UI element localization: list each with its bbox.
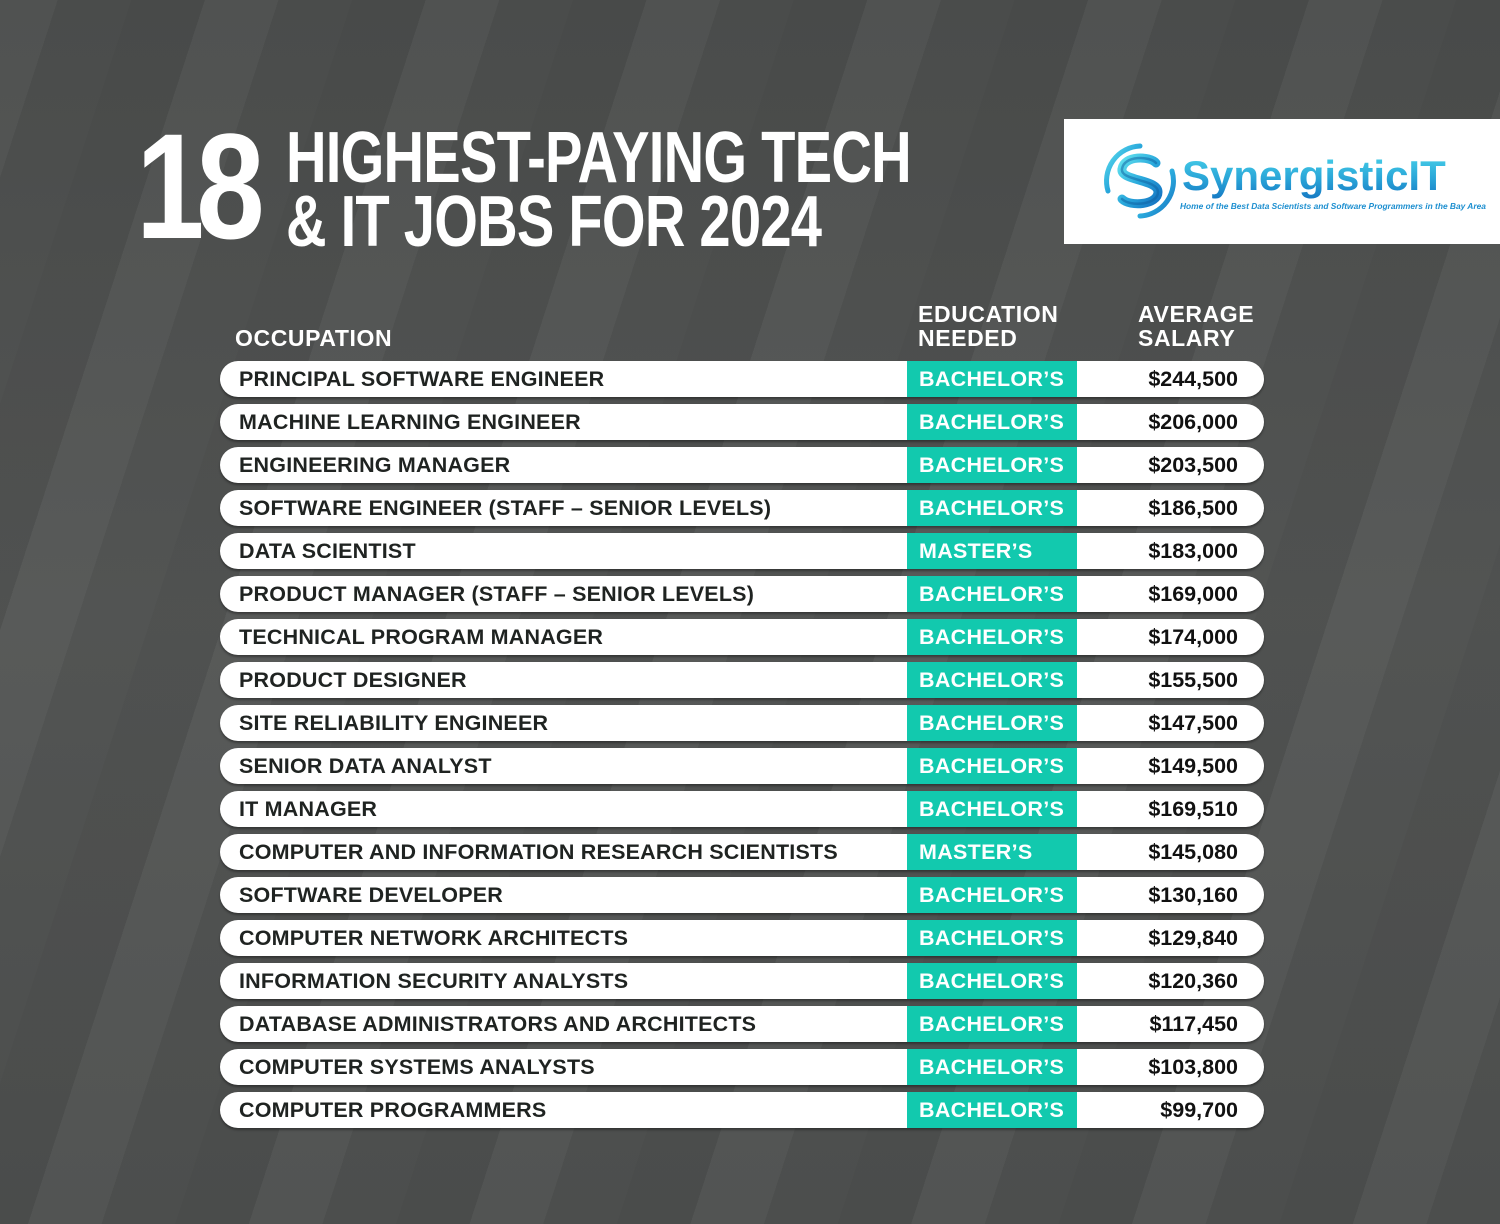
- education-cell: BACHELOR’S: [907, 705, 1077, 741]
- header-salary: AVERAGE SALARY: [1138, 302, 1254, 350]
- salary-cell: $186,500: [1148, 496, 1238, 520]
- header-salary-line2: SALARY: [1138, 325, 1236, 351]
- education-cell: BACHELOR’S: [907, 748, 1077, 784]
- header-education-line1: EDUCATION: [918, 301, 1059, 327]
- salary-cell: $174,000: [1148, 625, 1238, 649]
- salary-cell: $130,160: [1148, 883, 1238, 907]
- occupation-cell: DATABASE ADMINISTRATORS AND ARCHITECTS: [239, 1012, 757, 1036]
- education-cell: BACHELOR’S: [907, 404, 1077, 440]
- table-row: PRINCIPAL SOFTWARE ENGINEER BACHELOR’S $…: [220, 361, 1264, 397]
- occupation-cell: MACHINE LEARNING ENGINEER: [239, 410, 581, 434]
- occupation-cell: SITE RELIABILITY ENGINEER: [239, 711, 549, 735]
- occupation-cell: SENIOR DATA ANALYST: [239, 754, 492, 778]
- salary-cell: $155,500: [1148, 668, 1238, 692]
- occupation-cell: PRINCIPAL SOFTWARE ENGINEER: [239, 367, 605, 391]
- education-cell: BACHELOR’S: [907, 662, 1077, 698]
- salary-cell: $206,000: [1148, 410, 1238, 434]
- education-cell: BACHELOR’S: [907, 361, 1077, 397]
- occupation-cell: TECHNICAL PROGRAM MANAGER: [239, 625, 604, 649]
- salary-cell: $99,700: [1160, 1098, 1238, 1122]
- table-header: OCCUPATION EDUCATION NEEDED AVERAGE SALA…: [220, 302, 1264, 352]
- occupation-cell: COMPUTER SYSTEMS ANALYSTS: [239, 1055, 595, 1079]
- education-cell: BACHELOR’S: [907, 1049, 1077, 1085]
- table-row: PRODUCT MANAGER (STAFF – SENIOR LEVELS) …: [220, 576, 1264, 612]
- header-education: EDUCATION NEEDED: [918, 302, 1058, 350]
- title-number: 18: [136, 102, 265, 270]
- education-cell: MASTER’S: [907, 533, 1077, 569]
- occupation-cell: PRODUCT MANAGER (STAFF – SENIOR LEVELS): [239, 582, 755, 606]
- title-line-2: & IT JOBS FOR 2024: [286, 182, 822, 262]
- table-row: ENGINEERING MANAGER BACHELOR’S $203,500: [220, 447, 1264, 483]
- logo-name: SynergisticIT: [1182, 152, 1446, 199]
- title-text: HIGHEST-PAYING TECH & IT JOBS FOR 2024: [286, 118, 1087, 262]
- education-cell: BACHELOR’S: [907, 963, 1077, 999]
- occupation-cell: ENGINEERING MANAGER: [239, 453, 511, 477]
- header-salary-line1: AVERAGE: [1138, 301, 1255, 327]
- header-occupation: OCCUPATION: [235, 325, 393, 351]
- salary-cell: $145,080: [1148, 840, 1238, 864]
- occupation-cell: DATA SCIENTIST: [239, 539, 416, 563]
- salary-cell: $103,800: [1148, 1055, 1238, 1079]
- salary-cell: $129,840: [1148, 926, 1238, 950]
- page-title: 18 HIGHEST-PAYING TECH & IT JOBS FOR 202…: [136, 102, 1087, 270]
- occupation-cell: INFORMATION SECURITY ANALYSTS: [239, 969, 629, 993]
- occupation-cell: PRODUCT DESIGNER: [239, 668, 467, 692]
- education-cell: BACHELOR’S: [907, 877, 1077, 913]
- salary-cell: $183,000: [1148, 539, 1238, 563]
- salary-cell: $120,360: [1148, 969, 1238, 993]
- education-cell: BACHELOR’S: [907, 920, 1077, 956]
- education-cell: BACHELOR’S: [907, 1092, 1077, 1128]
- table-row: COMPUTER AND INFORMATION RESEARCH SCIENT…: [220, 834, 1264, 870]
- education-cell: BACHELOR’S: [907, 490, 1077, 526]
- education-cell: MASTER’S: [907, 834, 1077, 870]
- s-swirl-logo-icon: [1104, 143, 1176, 219]
- table-row: DATABASE ADMINISTRATORS AND ARCHITECTS B…: [220, 1006, 1264, 1042]
- occupation-cell: COMPUTER AND INFORMATION RESEARCH SCIENT…: [239, 840, 838, 864]
- table-row: COMPUTER SYSTEMS ANALYSTS BACHELOR’S $10…: [220, 1049, 1264, 1085]
- education-cell: BACHELOR’S: [907, 1006, 1077, 1042]
- header-education-line2: NEEDED: [918, 325, 1018, 351]
- education-cell: BACHELOR’S: [907, 619, 1077, 655]
- salary-cell: $149,500: [1148, 754, 1238, 778]
- occupation-cell: SOFTWARE ENGINEER (STAFF – SENIOR LEVELS…: [239, 496, 772, 520]
- occupation-cell: COMPUTER NETWORK ARCHITECTS: [239, 926, 629, 950]
- education-cell: BACHELOR’S: [907, 447, 1077, 483]
- table-row: SITE RELIABILITY ENGINEER BACHELOR’S $14…: [220, 705, 1264, 741]
- brand-logo: SynergisticIT Home of the Best Data Scie…: [1064, 119, 1500, 244]
- logo-tagline: Home of the Best Data Scientists and Sof…: [1180, 201, 1486, 211]
- salary-cell: $244,500: [1148, 367, 1238, 391]
- table-row: COMPUTER NETWORK ARCHITECTS BACHELOR’S $…: [220, 920, 1264, 956]
- occupation-cell: COMPUTER PROGRAMMERS: [239, 1098, 547, 1122]
- salary-cell: $169,510: [1148, 797, 1238, 821]
- occupation-cell: IT MANAGER: [239, 797, 378, 821]
- salary-cell: $203,500: [1148, 453, 1238, 477]
- table-row: MACHINE LEARNING ENGINEER BACHELOR’S $20…: [220, 404, 1264, 440]
- education-cell: BACHELOR’S: [907, 791, 1077, 827]
- occupation-cell: SOFTWARE DEVELOPER: [239, 883, 504, 907]
- table-row: SOFTWARE DEVELOPER BACHELOR’S $130,160: [220, 877, 1264, 913]
- salary-cell: $169,000: [1148, 582, 1238, 606]
- salary-cell: $117,450: [1149, 1012, 1239, 1036]
- table-row: COMPUTER PROGRAMMERS BACHELOR’S $99,700: [220, 1092, 1264, 1128]
- table-row: TECHNICAL PROGRAM MANAGER BACHELOR’S $17…: [220, 619, 1264, 655]
- jobs-table: PRINCIPAL SOFTWARE ENGINEER BACHELOR’S $…: [220, 361, 1264, 1135]
- table-row: IT MANAGER BACHELOR’S $169,510: [220, 791, 1264, 827]
- table-row: PRODUCT DESIGNER BACHELOR’S $155,500: [220, 662, 1264, 698]
- table-row: SENIOR DATA ANALYST BACHELOR’S $149,500: [220, 748, 1264, 784]
- table-row: DATA SCIENTIST MASTER’S $183,000: [220, 533, 1264, 569]
- salary-cell: $147,500: [1148, 711, 1238, 735]
- table-row: SOFTWARE ENGINEER (STAFF – SENIOR LEVELS…: [220, 490, 1264, 526]
- title-line-1: HIGHEST-PAYING TECH: [286, 118, 912, 198]
- education-cell: BACHELOR’S: [907, 576, 1077, 612]
- table-row: INFORMATION SECURITY ANALYSTS BACHELOR’S…: [220, 963, 1264, 999]
